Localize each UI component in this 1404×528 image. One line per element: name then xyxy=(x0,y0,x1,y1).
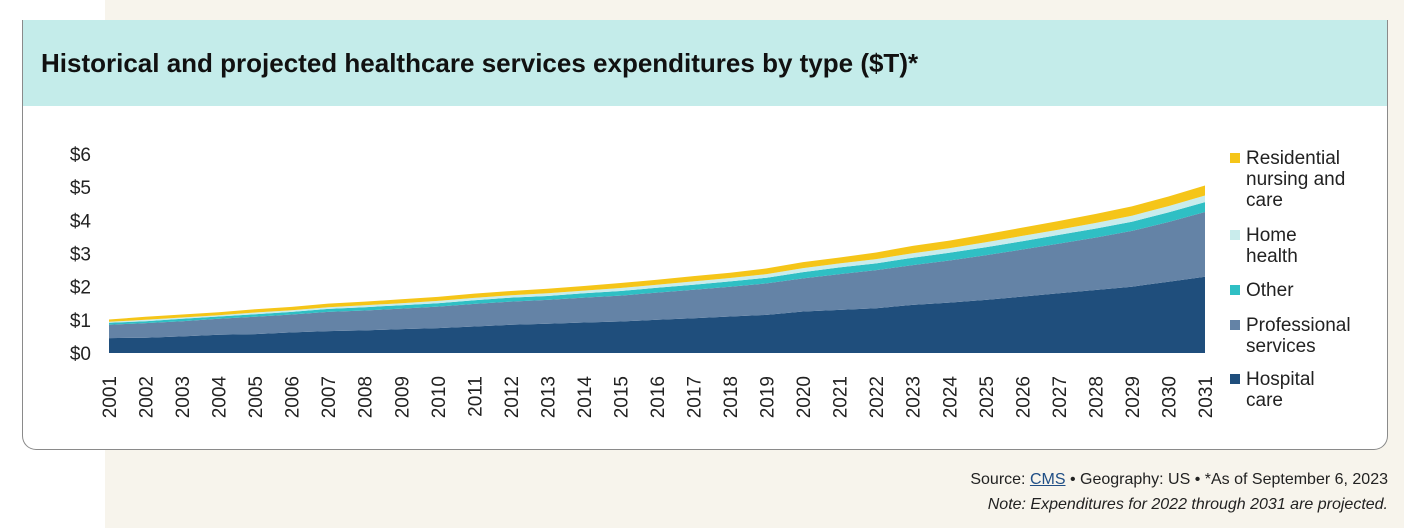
legend-label-hospital-care: care xyxy=(1246,390,1283,411)
x-tick-label: 2024 xyxy=(940,376,961,419)
y-tick-label: $5 xyxy=(70,178,91,199)
chart-title: Historical and projected healthcare serv… xyxy=(41,48,919,78)
y-tick-label: $2 xyxy=(70,278,91,299)
legend-swatch-other xyxy=(1230,285,1240,295)
x-tick-label: 2028 xyxy=(1086,376,1107,418)
x-tick-label: 2030 xyxy=(1159,376,1180,418)
chart-area: $0$1$2$3$4$5$6 2001 2002 2003 2004 2005 2006 2… xyxy=(70,145,1351,419)
legend-label-professional-services: services xyxy=(1246,336,1316,357)
legend-label-residential-nursing-and-care: nursing and xyxy=(1246,169,1345,190)
legend-label-professional-services: Professional xyxy=(1246,315,1351,336)
x-tick-label: 2010 xyxy=(429,376,450,418)
x-tick-label: 2007 xyxy=(319,376,340,418)
y-tick-label: $0 xyxy=(70,344,91,365)
y-tick-label: $1 xyxy=(70,311,91,332)
x-tick-label: 2018 xyxy=(721,376,742,418)
legend-swatch-residential-nursing-and-care xyxy=(1230,153,1240,163)
x-tick-label: 2022 xyxy=(867,376,888,418)
legend-label-home-health: health xyxy=(1246,246,1298,267)
x-tick-label: 2008 xyxy=(356,376,377,418)
x-tick-label: 2001 xyxy=(100,376,121,418)
footnote: Note: Expenditures for 2022 through 2031… xyxy=(987,496,1388,513)
x-tick-label: 2026 xyxy=(1013,376,1034,418)
chart-card: Historical and projected healthcare serv… xyxy=(22,20,1388,450)
x-tick-label: 2011 xyxy=(465,376,486,417)
legend-label-residential-nursing-and-care: Residential xyxy=(1246,148,1340,169)
source-link[interactable]: CMS xyxy=(1029,471,1066,488)
y-tick-label: $4 xyxy=(70,211,92,232)
x-tick-label: 2021 xyxy=(831,376,852,418)
x-tick-label: 2019 xyxy=(758,376,779,418)
series-area-professional-services xyxy=(109,212,1205,339)
x-tick-label: 2013 xyxy=(538,376,559,418)
legend-label-other: Other xyxy=(1246,280,1294,301)
x-tick-label: 2006 xyxy=(283,376,304,418)
legend-swatch-hospital-care xyxy=(1230,374,1240,384)
x-tick-label: 2020 xyxy=(794,376,815,418)
source-line: Source: CMS • Geography: US • *As of Sep… xyxy=(970,471,1388,489)
legend-label-hospital-care: Hospital xyxy=(1246,369,1315,390)
legend-swatch-home-health xyxy=(1230,230,1240,240)
x-tick-label: 2017 xyxy=(685,376,706,418)
y-tick-label: $3 xyxy=(70,245,91,266)
stacked-areas xyxy=(109,185,1205,353)
legend-label-residential-nursing-and-care: care xyxy=(1246,190,1283,211)
series-area-hospital-care xyxy=(109,276,1205,353)
x-axis: 2001 2002 2003 2004 2005 2006 2007 2008 2009 2010… xyxy=(100,376,1217,419)
x-tick-label: 2031 xyxy=(1196,376,1217,418)
x-tick-label: 2009 xyxy=(392,376,413,418)
chart-header: Historical and projected healthcare serv… xyxy=(23,20,1387,106)
x-tick-label: 2014 xyxy=(575,376,596,419)
x-tick-label: 2005 xyxy=(246,376,267,418)
x-tick-label: 2025 xyxy=(977,376,998,418)
legend-swatch-professional-services xyxy=(1230,320,1240,330)
x-tick-label: 2023 xyxy=(904,376,925,418)
x-tick-label: 2002 xyxy=(137,376,158,418)
x-tick-label: 2016 xyxy=(648,376,669,418)
source-prefix: Source: xyxy=(970,471,1030,488)
x-tick-label: 2004 xyxy=(210,376,231,419)
x-tick-label: 2027 xyxy=(1050,376,1071,418)
x-tick-label: 2015 xyxy=(611,376,632,418)
legend-label-home-health: Home xyxy=(1246,225,1297,246)
y-axis: $0 $1 $2 $3 $4 $5 $6 xyxy=(70,145,92,365)
x-tick-label: 2012 xyxy=(502,376,523,418)
y-tick-label: $6 xyxy=(70,145,91,166)
x-tick-label: 2003 xyxy=(173,376,194,418)
source-suffix: • Geography: US • *As of September 6, 20… xyxy=(1065,471,1388,488)
x-tick-label: 2029 xyxy=(1123,376,1144,418)
